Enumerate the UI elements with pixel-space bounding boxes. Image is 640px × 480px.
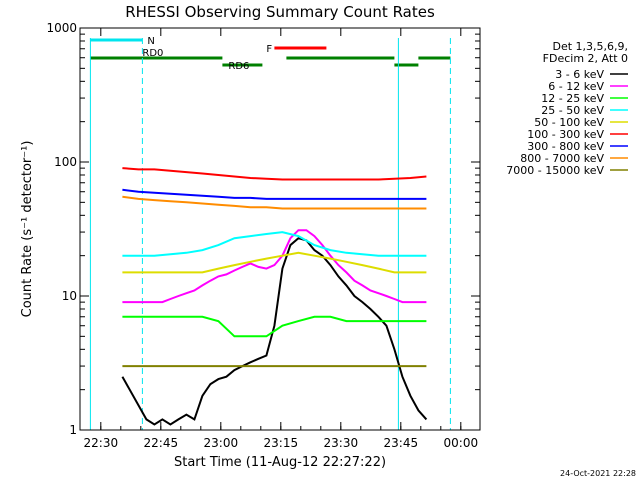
chart-title: RHESSI Observing Summary Count Rates <box>125 3 435 21</box>
x-tick-label-4: 23:30 <box>324 436 359 450</box>
y-tick-label-0: 1 <box>69 423 77 437</box>
x-tick-label-5: 23:45 <box>384 436 419 450</box>
series-line-2 <box>122 315 427 338</box>
series-line-4 <box>122 251 427 274</box>
series-line-1 <box>122 229 427 304</box>
legend-label-4: 50 - 100 keV <box>534 116 604 129</box>
y-tick-label-1: 10 <box>62 289 77 303</box>
legend-header-1: FDecim 2, Att 0 <box>543 52 628 65</box>
legend-label-7: 800 - 7000 keV <box>520 152 604 165</box>
legend-label-0: 3 - 6 keV <box>555 68 604 81</box>
series-line-6 <box>122 188 427 200</box>
series-line-0 <box>121 237 428 426</box>
y-tick-label-2: 100 <box>54 155 77 169</box>
x-tick-label-2: 23:00 <box>204 436 239 450</box>
x-tick-label-6: 00:00 <box>444 436 479 450</box>
plot-frame <box>79 27 481 431</box>
x-tick-label-1: 22:45 <box>144 436 179 450</box>
legend: Det 1,3,5,6,9,FDecim 2, Att 0 3 - 6 keV6 … <box>506 40 628 177</box>
y-axis: 1 10 100 1000 <box>46 21 480 437</box>
legend-header-0: Det 1,3,5,6,9, <box>552 40 628 53</box>
x-axis: 22:30 22:45 23:00 23:15 23:30 23:45 00:00 <box>84 28 479 450</box>
x-tick-label-0: 22:30 <box>84 436 119 450</box>
flag-label-rd0: RD0 <box>142 48 163 59</box>
legend-label-8: 7000 - 15000 keV <box>506 164 604 177</box>
timestamp-label: 24-Oct-2021 22:28 <box>560 469 636 478</box>
flag-label-n: N <box>147 36 154 47</box>
legend-label-1: 6 - 12 keV <box>548 80 604 93</box>
flag-label-f: F <box>266 44 272 55</box>
y-tick-label-3: 1000 <box>46 21 77 35</box>
legend-label-6: 300 - 800 keV <box>527 140 604 153</box>
series-line-3 <box>122 231 427 257</box>
legend-label-2: 12 - 25 keV <box>541 92 604 105</box>
x-tick-label-3: 23:15 <box>264 436 299 450</box>
legend-label-5: 100 - 300 keV <box>527 128 604 141</box>
x-axis-label: Start Time (11-Aug-12 22:27:22) <box>174 455 386 470</box>
flag-label-rd6: RD6 <box>228 61 249 72</box>
series-line-7 <box>122 195 427 210</box>
series-layer <box>121 167 428 426</box>
y-axis-label: Count Rate (s⁻¹ detector⁻¹) <box>20 141 35 318</box>
series-line-5 <box>122 167 427 181</box>
legend-label-3: 25 - 50 keV <box>541 104 604 117</box>
